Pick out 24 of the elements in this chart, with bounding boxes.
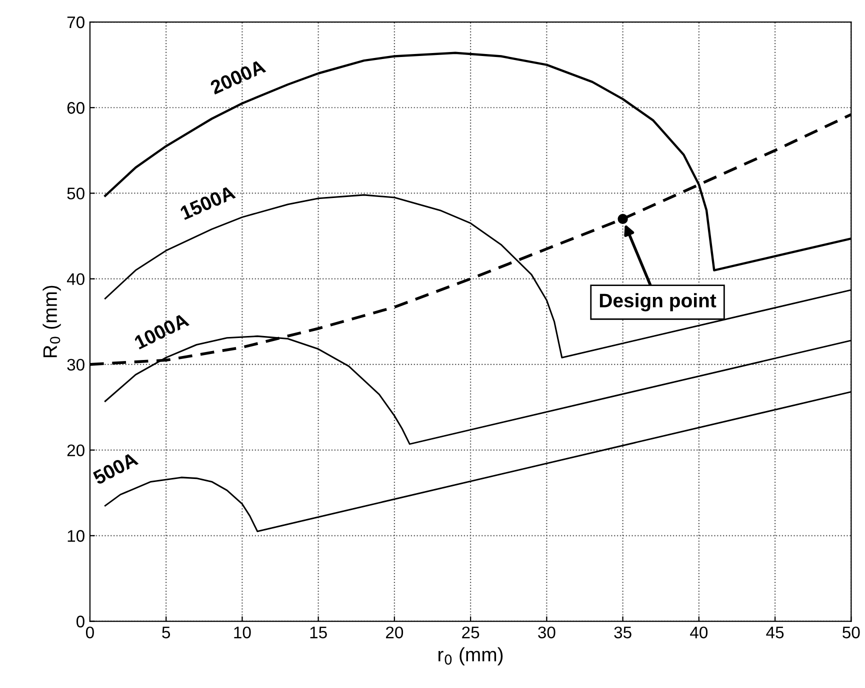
y-tick-label: 60	[67, 102, 84, 114]
y-tick-label: 70	[67, 16, 84, 28]
x-tick-label: 5	[162, 626, 170, 638]
y-tick-label: 30	[67, 358, 84, 371]
x-tick-label: 15	[310, 626, 327, 638]
text: 1500A	[180, 185, 236, 220]
x-axis-title: r$_{0}$ (mm)	[438, 647, 503, 666]
text: 500A	[92, 452, 139, 486]
x-tick-label: 30	[538, 626, 556, 638]
x-tick-label: 35	[614, 626, 632, 638]
y-tick-label: 10	[68, 530, 84, 542]
y-tick-label: 0	[76, 616, 84, 628]
x-tick-label: 40	[690, 626, 708, 638]
y-tick-label: 40	[66, 273, 84, 286]
x-tick-label: 25	[462, 626, 480, 638]
y-axis-title: R$_{0}$ (mm)	[42, 286, 61, 358]
annotation: Design point	[600, 293, 716, 312]
y-tick-label: 20	[67, 444, 84, 456]
x-tick-label: 0	[86, 626, 94, 638]
x-tick-label: 20	[386, 626, 404, 638]
x-tick-label: 10	[234, 626, 251, 638]
y-tick-label: 50	[67, 188, 84, 200]
x-tick-label: 50	[842, 626, 860, 638]
x-tick-label: 45	[766, 626, 784, 638]
